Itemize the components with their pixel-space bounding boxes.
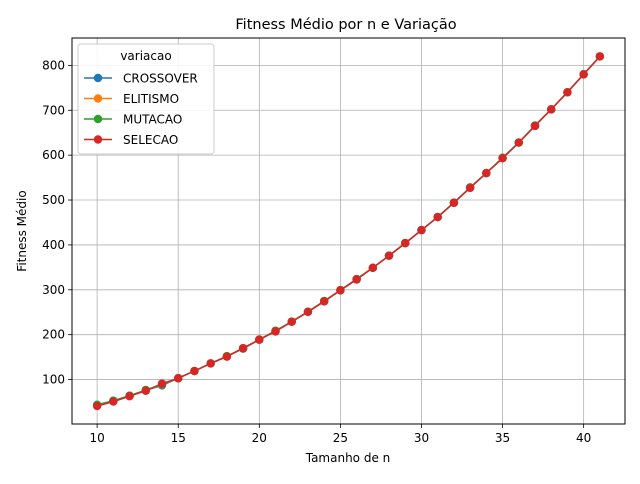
data-point-selecao (514, 138, 523, 147)
data-point-selecao (595, 52, 605, 61)
y-axis: 100 200 300 400 500 600 700 800 (42, 58, 72, 387)
x-tick-label: 20 (252, 431, 267, 445)
data-point-selecao (449, 198, 459, 207)
data-point-selecao (352, 275, 361, 284)
chart-title: Fitness Médio por n e Variação (235, 17, 456, 33)
data-point-selecao (238, 343, 248, 353)
data-point-selecao (368, 263, 378, 273)
data-point-selecao (174, 374, 183, 383)
data-point-selecao (141, 386, 150, 395)
x-tick-label: 15 (171, 431, 186, 445)
data-point-selecao (433, 212, 442, 222)
data-point-selecao (109, 397, 118, 406)
data-point-selecao (384, 251, 394, 260)
data-point-selecao (206, 359, 215, 368)
y-tick-label: 800 (42, 58, 65, 72)
data-point-selecao (417, 225, 426, 235)
legend-label-selecao: SELECAO (123, 133, 178, 147)
y-tick-label: 600 (42, 148, 65, 162)
series-layer (92, 52, 605, 411)
y-tick-label: 200 (42, 328, 65, 342)
x-tick-label: 10 (89, 431, 104, 445)
data-point-selecao (190, 366, 199, 376)
y-tick-label: 700 (42, 103, 65, 117)
legend: variacao CROSSOVER ELITISMO MUTACAO SELECAO (77, 43, 215, 155)
data-point-selecao (255, 335, 264, 344)
series-selecao (92, 52, 605, 411)
data-point-selecao (547, 105, 556, 114)
data-point-selecao (157, 379, 167, 388)
x-tick-label: 30 (414, 431, 429, 445)
legend-marker-selecao (93, 135, 103, 144)
plot-area-frame (71, 37, 626, 425)
y-tick-label: 400 (42, 238, 65, 252)
data-point-selecao (92, 401, 102, 411)
legend-marker-mutacao (93, 114, 103, 124)
data-point-selecao (125, 391, 134, 401)
data-point-selecao (336, 286, 345, 295)
data-point-selecao (401, 238, 410, 248)
data-point-selecao (482, 168, 491, 178)
data-point-selecao (530, 121, 540, 131)
y-axis-label: Fitness Médio (15, 190, 29, 271)
data-point-selecao (319, 297, 329, 306)
x-axis: 10 15 20 25 30 35 40 (89, 424, 591, 445)
x-axis-label: Tamanho de n (305, 451, 391, 465)
x-tick-label: 40 (576, 431, 591, 445)
legend-label-elitismo: ELITISMO (123, 92, 179, 106)
legend-title: variacao (120, 49, 171, 63)
legend-label-crossover: CROSSOVER (123, 72, 198, 86)
x-tick-label: 35 (495, 431, 510, 445)
x-tick-label: 25 (333, 431, 348, 445)
data-point-selecao (222, 352, 232, 361)
legend-label-mutacao: MUTACAO (123, 113, 182, 127)
data-point-selecao (303, 307, 313, 316)
legend-box (77, 43, 215, 155)
y-tick-label: 500 (42, 193, 65, 207)
data-point-selecao (498, 154, 507, 163)
data-point-selecao (465, 183, 475, 193)
legend-marker-crossover (93, 73, 103, 83)
legend-marker-elitismo (93, 94, 103, 103)
data-point-selecao (563, 88, 572, 97)
data-point-selecao (271, 327, 280, 336)
y-tick-label: 300 (42, 283, 65, 297)
data-point-selecao (579, 70, 588, 79)
y-tick-label: 100 (42, 373, 65, 387)
data-point-selecao (287, 317, 296, 326)
